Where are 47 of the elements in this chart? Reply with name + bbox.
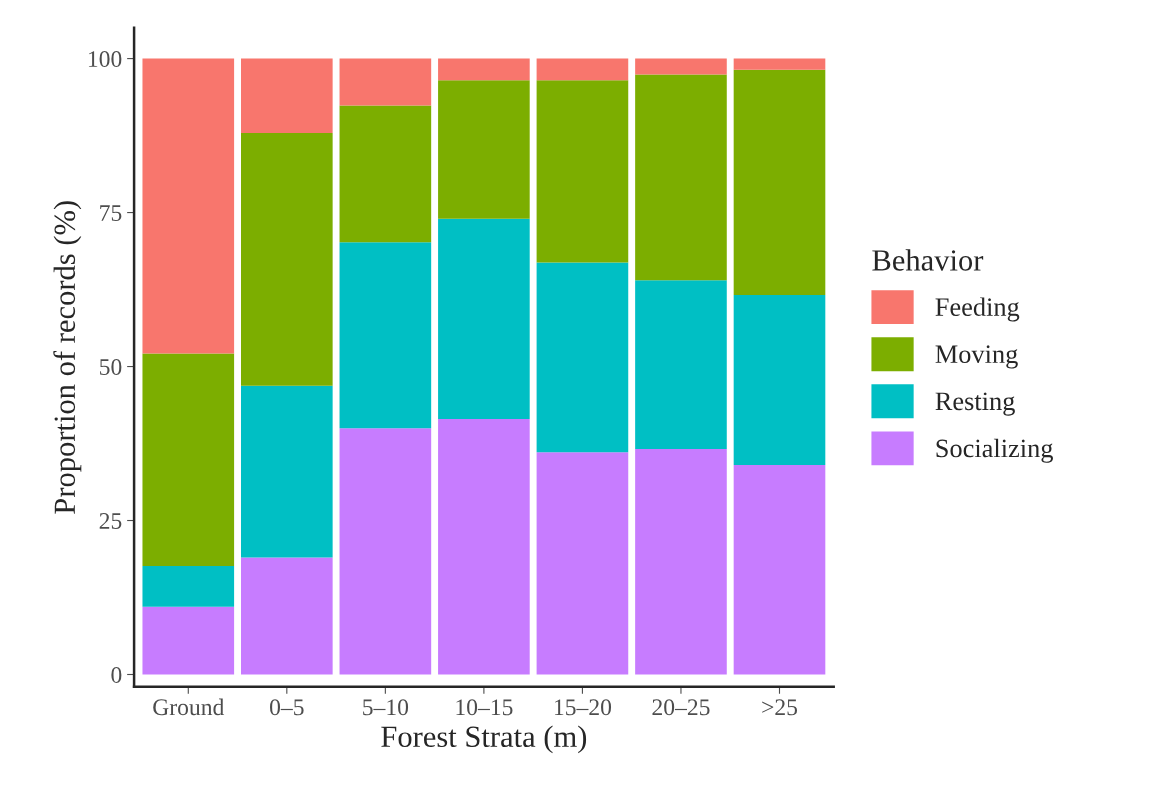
bar bbox=[536, 80, 629, 263]
bar bbox=[339, 105, 432, 243]
bar bbox=[142, 58, 235, 354]
bar bbox=[733, 295, 826, 466]
bar bbox=[142, 606, 235, 675]
bar bbox=[241, 133, 333, 386]
bar bbox=[241, 58, 333, 134]
x-tick-label: >25 bbox=[762, 699, 798, 716]
bar bbox=[142, 353, 235, 567]
bar bbox=[339, 242, 432, 429]
x-tick-label: 0–5 bbox=[270, 699, 304, 716]
y-tick-label: 50 bbox=[100, 359, 122, 375]
x-tick-label: 15–20 bbox=[554, 699, 612, 716]
y-tick-label: 25 bbox=[99, 513, 122, 529]
bar bbox=[438, 418, 530, 675]
bar bbox=[733, 58, 826, 70]
bar bbox=[438, 80, 530, 219]
bar bbox=[635, 280, 727, 450]
y-tick-label: 75 bbox=[100, 205, 122, 221]
x-tick-label: Ground bbox=[153, 698, 225, 716]
y-axis-title: Proportion of records (%) bbox=[53, 201, 82, 514]
bar bbox=[536, 452, 629, 675]
bar bbox=[635, 58, 727, 75]
bar bbox=[241, 385, 333, 558]
x-tick-label: 5–10 bbox=[363, 699, 409, 716]
bar bbox=[536, 58, 629, 81]
x-axis-title: Forest Strata (m) bbox=[381, 725, 587, 754]
bar bbox=[438, 218, 530, 419]
x-tick-label: 10–15 bbox=[456, 699, 513, 716]
bar bbox=[339, 428, 432, 675]
y-tick-label: 100 bbox=[88, 51, 122, 68]
bar bbox=[536, 262, 629, 453]
bar bbox=[635, 74, 727, 281]
legend-label: Moving bbox=[935, 345, 1018, 369]
bar bbox=[635, 449, 727, 675]
legend-label: Socializing bbox=[936, 438, 1053, 463]
bar bbox=[733, 69, 826, 296]
bar bbox=[241, 557, 333, 675]
legend-label: Feeding bbox=[935, 297, 1020, 322]
bar bbox=[142, 566, 235, 607]
legend-title: Behavior bbox=[872, 249, 984, 271]
x-tick-label: 20–25 bbox=[652, 699, 710, 716]
bar bbox=[339, 58, 432, 106]
y-tick-label: 0 bbox=[111, 666, 122, 683]
bar bbox=[733, 465, 826, 675]
legend-label: Resting bbox=[935, 392, 1015, 416]
bar bbox=[438, 58, 530, 81]
